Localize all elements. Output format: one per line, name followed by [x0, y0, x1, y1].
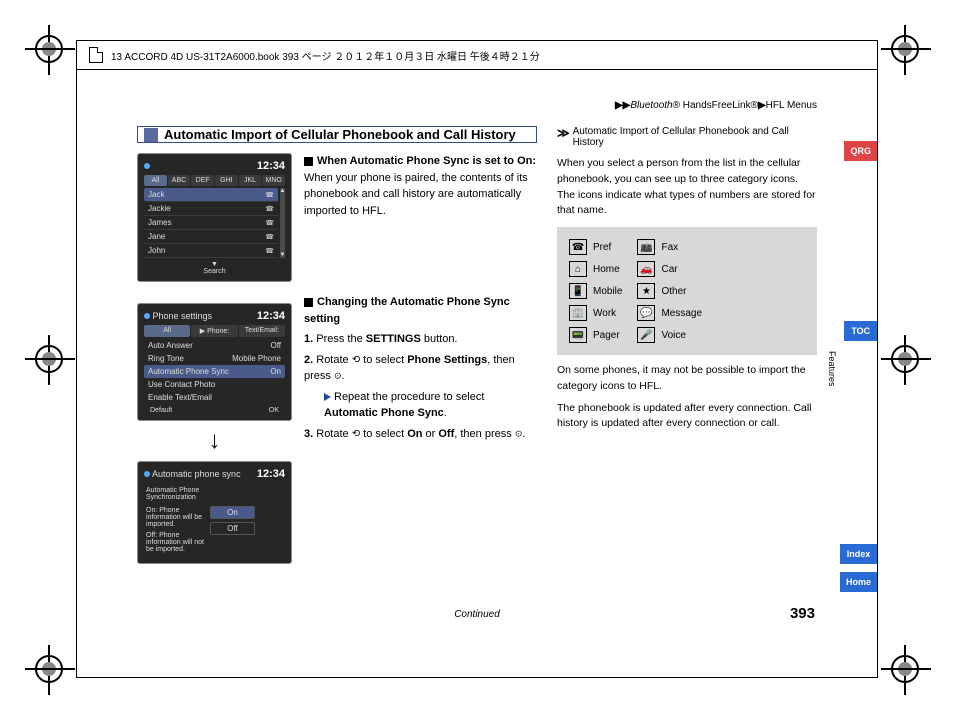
device2-time: 12:34 [257, 310, 285, 322]
note-2: On some phones, it may not be possible t… [557, 363, 817, 395]
title-square-icon [144, 128, 158, 142]
book-line-text: 13 ACCORD 4D US-31T2A6000.book 393 ページ ２… [111, 48, 540, 63]
book-header: 13 ACCORD 4D US-31T2A6000.book 393 ページ ２… [77, 41, 877, 70]
tab-home[interactable]: Home [840, 572, 877, 592]
desc2-title: Changing the Automatic Phone Sync settin… [304, 296, 510, 325]
device3-time: 12:34 [257, 468, 285, 480]
page-frame: 13 ACCORD 4D US-31T2A6000.book 393 ページ ２… [76, 40, 878, 678]
section-title-text: Automatic Import of Cellular Phonebook a… [164, 127, 516, 142]
side-annotation: ≫Automatic Import of Cellular Phonebook … [557, 126, 817, 148]
tab-qrg[interactable]: QRG [844, 141, 877, 161]
device-phonebook-list: 12:34 All ABC DEF GHI JKL MNO Jack☎ [137, 153, 292, 282]
home-icon: ⌂ [569, 261, 587, 277]
other-icon: ★ [637, 283, 655, 299]
bullet-icon [304, 157, 313, 166]
bullet-icon [304, 298, 313, 307]
step-1: 1. Press the SETTINGS button. [304, 331, 537, 348]
arrow-down-icon: ↓ [209, 427, 221, 455]
note-1: When you select a person from the list i… [557, 156, 817, 219]
fax-icon: 📠 [637, 239, 655, 255]
bc-2: HandsFreeLink [680, 100, 751, 111]
note-3: The phonebook is updated after every con… [557, 401, 817, 433]
tab-index[interactable]: Index [840, 544, 877, 564]
step-3: 3. Rotate ⟲ to select On or Off, then pr… [304, 426, 537, 443]
bc-1: Bluetooth [630, 100, 672, 111]
desc1-body: When your phone is paired, the contents … [304, 172, 528, 217]
work-icon: 🏢 [569, 305, 587, 321]
car-icon: 🚗 [637, 261, 655, 277]
triangle-icon [324, 393, 331, 401]
device1-tabs: All ABC DEF GHI JKL MNO [144, 175, 285, 186]
breadcrumb: ▶▶Bluetooth® HandsFreeLink®▶HFL Menus [77, 70, 877, 111]
device1-time: 12:34 [257, 160, 285, 172]
page-number: 393 [790, 605, 815, 622]
message-icon: 💬 [637, 305, 655, 321]
icon-category-table: ☎Pref ⌂Home 📱Mobile 🏢Work 📟Pager 📠Fax 🚗C… [557, 227, 817, 355]
device-sync-setting: Automatic phone sync12:34 Automatic Phon… [137, 461, 292, 564]
mobile-icon: 📱 [569, 283, 587, 299]
step-2-sub: Repeat the procedure to select Automatic… [324, 389, 537, 422]
page-icon [89, 47, 103, 63]
features-label: Features [827, 351, 837, 387]
device-phone-settings: Phone settings12:34 All▶ Phone:Text/Emai… [137, 303, 292, 421]
pref-icon: ☎ [569, 239, 587, 255]
step-2: 2. Rotate ⟲ to select Phone Settings, th… [304, 352, 537, 385]
bc-3: HFL Menus [766, 100, 817, 111]
continued-text: Continued [454, 609, 500, 620]
voice-icon: 🎤 [637, 327, 655, 343]
desc1-title: When Automatic Phone Sync is set to On: [317, 155, 536, 167]
pager-icon: 📟 [569, 327, 587, 343]
section-title: Automatic Import of Cellular Phonebook a… [137, 126, 537, 143]
tab-toc[interactable]: TOC [844, 321, 877, 341]
